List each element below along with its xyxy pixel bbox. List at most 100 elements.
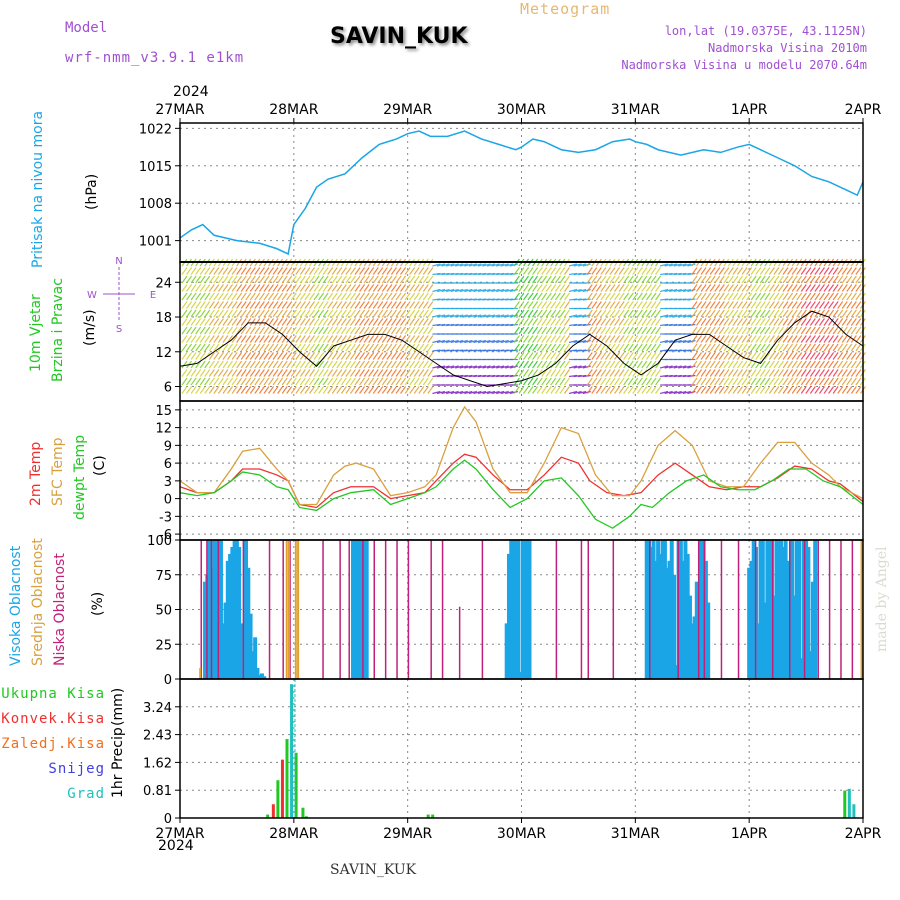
wind-barb <box>450 390 459 395</box>
wind-barb <box>773 326 780 335</box>
wind-barb <box>746 386 753 394</box>
wind-barb <box>532 377 539 386</box>
wind-barb <box>368 377 375 386</box>
wind-barb <box>604 292 611 301</box>
wind-barb <box>190 369 197 377</box>
wind-barb <box>691 267 698 275</box>
wind-barb <box>400 309 407 318</box>
wind-barb <box>272 360 279 369</box>
wind-barb <box>254 275 261 284</box>
wind-barb <box>782 335 789 343</box>
wind-barb <box>386 343 393 352</box>
wind-barb <box>809 309 816 318</box>
wind-barb <box>236 369 243 377</box>
wind-barb <box>846 284 853 292</box>
wind-barb <box>828 352 835 360</box>
high-cloud-bar <box>810 581 815 679</box>
wind-barb <box>422 335 429 343</box>
wind-barb <box>381 343 388 352</box>
wind-barb <box>272 309 279 318</box>
wind-barb <box>249 326 256 335</box>
wind-barb <box>309 352 315 360</box>
wind-barb <box>814 335 821 343</box>
wind-barb <box>604 309 611 318</box>
wind-barb <box>655 369 662 377</box>
wind-barb <box>473 365 482 369</box>
wind-barb <box>390 267 397 275</box>
wind-barb <box>768 369 775 377</box>
wind-barb <box>422 301 429 309</box>
high-cloud-bar <box>760 540 765 679</box>
wind-barb <box>627 267 634 275</box>
wind-barb <box>208 301 215 309</box>
wind-barb <box>832 301 839 309</box>
y-tick-label: 1001 <box>139 235 172 250</box>
wind-barb <box>400 301 407 309</box>
wind-barb <box>496 339 505 344</box>
y-tick-label: 12 <box>155 422 172 437</box>
wind-barb <box>236 301 243 309</box>
wind-barb <box>413 275 420 284</box>
wind-barb <box>349 369 356 377</box>
wind-barb <box>354 284 361 292</box>
compass-west: W <box>87 290 97 301</box>
wind-barb <box>213 343 220 352</box>
wind-barb <box>595 360 602 369</box>
wind-barb <box>818 292 825 301</box>
wind-barb <box>377 301 384 309</box>
wind-barb <box>773 335 780 343</box>
wind-barb <box>627 292 634 301</box>
wind-barb <box>573 365 582 369</box>
wind-barb <box>236 343 243 352</box>
wind-barb <box>231 284 238 292</box>
wind-barb <box>750 309 757 318</box>
wind-barb <box>340 267 347 275</box>
lonlat-label: lon,lat (19.0375E, 43.1125N) <box>664 24 867 38</box>
wind-barb <box>509 349 518 352</box>
wind-barb <box>550 284 557 292</box>
wind-barb <box>727 386 734 394</box>
wind-barb <box>632 343 639 352</box>
wind-barb <box>409 292 416 301</box>
wind-barb <box>623 301 630 309</box>
wind-barb <box>604 352 611 360</box>
wind-barb <box>673 339 682 344</box>
wind-barb <box>340 335 347 343</box>
wind-barb <box>823 284 830 292</box>
wind-barb <box>427 284 434 292</box>
wind-barb <box>814 267 821 275</box>
wind-barb <box>632 352 639 360</box>
wind-barb <box>777 377 784 386</box>
legend-total-precip: Ukupna Kisa <box>1 686 105 702</box>
wind-barb <box>496 288 505 293</box>
wind-barb <box>359 377 366 386</box>
wind-barb <box>181 343 188 352</box>
wind-barb <box>577 314 587 318</box>
wind-barb <box>791 343 798 352</box>
wind-barb <box>199 352 206 360</box>
wind-barb <box>386 292 393 301</box>
wind-barb <box>204 292 211 301</box>
wind-barb <box>741 292 748 301</box>
wind-barb <box>805 301 812 309</box>
wind-barb <box>318 292 325 301</box>
wind-barb <box>809 369 816 377</box>
wind-barb <box>655 309 662 318</box>
wind-barb <box>791 326 798 335</box>
wind-barb <box>395 360 402 369</box>
wind-barb <box>309 369 315 377</box>
wind-barb <box>208 352 215 360</box>
wind-barb <box>486 390 496 395</box>
wind-barb <box>837 267 844 275</box>
wind-barb <box>208 335 215 343</box>
wind-barb <box>181 318 188 326</box>
wind-barb <box>554 386 561 394</box>
wind-barb <box>627 301 634 309</box>
wind-barb <box>318 360 325 369</box>
wind-barb <box>236 360 243 369</box>
wind-barb <box>313 292 320 301</box>
wind-barb <box>687 374 696 378</box>
wind-barb <box>604 301 611 309</box>
wind-barb <box>500 365 509 369</box>
wind-barb <box>227 318 234 326</box>
